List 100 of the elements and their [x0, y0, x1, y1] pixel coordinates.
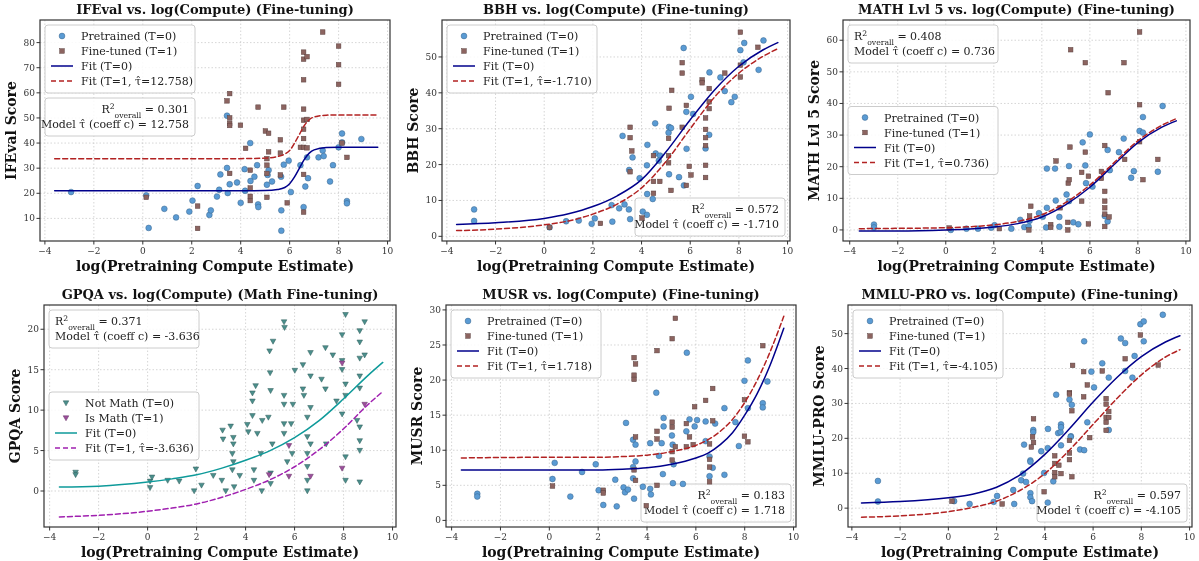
x-tick-label: 10 [381, 246, 394, 256]
y-axis-title: IFEval Score [3, 81, 19, 180]
y-tick-label: 10 [429, 445, 442, 456]
y-tick-label: 10 [831, 468, 844, 479]
x-axis-title: log(Pretraining Compute Estimate) [481, 544, 761, 560]
x-axis-title: log(Pretraining Compute Estimate) [877, 258, 1156, 274]
x-tick-label: 0 [144, 532, 151, 542]
y-tick-label: 15 [429, 410, 442, 421]
y-tick-label: 0 [33, 486, 40, 497]
y-axis-title: MUSR Score [409, 366, 425, 466]
x-tick-label: −2 [893, 532, 907, 542]
y-tick-label: 20 [429, 375, 442, 386]
x-tick-label: 10 [787, 532, 800, 542]
x-tick-label: 6 [692, 532, 699, 542]
x-tick-label: −2 [87, 246, 101, 256]
x-tick-label: −4 [38, 246, 52, 256]
annotation: R$^{2}$$_{overall}$ = 0.572 [691, 201, 779, 220]
legend-label: Fit (T=0) [81, 60, 133, 73]
y-tick-label: 10 [826, 193, 839, 204]
legend-label: Fit (T=0) [85, 427, 137, 440]
x-tick-label: 2 [188, 246, 195, 256]
x-tick-label: 2 [590, 246, 596, 256]
chart-title: GPQA vs. log(Compute) (Math Fine-tuning) [61, 287, 379, 302]
legend-label: Fine-tuned (T=1) [483, 45, 580, 58]
annotation: R$^{2}$$_{overall}$ = 0.408 [854, 28, 942, 47]
x-tick-label: 6 [286, 246, 293, 256]
y-tick-label: 0 [431, 231, 438, 242]
x-tick-label: 10 [386, 532, 399, 542]
y-tick-label: 20 [27, 324, 40, 335]
y-tick-label: 50 [425, 51, 438, 62]
legend-label: Pretrained (T=0) [487, 315, 583, 328]
x-tick-label: 4 [1041, 532, 1048, 542]
x-tick-label: −4 [845, 532, 859, 542]
y-tick-label: 10 [23, 213, 36, 224]
x-tick-label: 4 [638, 246, 645, 256]
chart-title: MATH Lvl 5 vs. log(Compute) (Fine-tuning) [858, 2, 1175, 17]
x-tick-label: 0 [945, 532, 952, 542]
legend-label: Fit (T=0) [483, 60, 535, 73]
legend-label: Fit (T=1, τ̂=-4.105) [889, 360, 998, 373]
x-tick-label: 6 [1090, 532, 1097, 542]
legend-label: Pretrained (T=0) [889, 315, 985, 328]
y-axis-title: GPQA Score [7, 368, 23, 464]
annotation: Model τ̂ (coeff c) = -1.710 [634, 218, 779, 231]
legend-label: Fine-tuned (T=1) [889, 330, 986, 343]
y-tick-label: 5 [435, 480, 442, 491]
x-tick-label: 10 [1180, 246, 1192, 256]
y-tick-label: 50 [23, 112, 36, 123]
x-tick-label: 6 [1087, 246, 1093, 256]
x-tick-label: 0 [541, 246, 548, 256]
y-tick-label: 60 [826, 35, 839, 46]
y-tick-label: 30 [826, 130, 839, 141]
legend-label: Fine-tuned (T=1) [884, 126, 981, 140]
annotation: Model τ̂ (coeff c) = -3.636 [55, 330, 200, 343]
legend-label: Fit (T=0) [884, 141, 936, 155]
x-tick-label: −4 [843, 246, 857, 256]
legend-label: Fit (T=0) [487, 345, 539, 358]
annotation: Model τ̂ (coeff c) = 0.736 [854, 45, 996, 58]
x-tick-label: −2 [91, 532, 106, 542]
chart-title: MMLU-PRO vs. log(Compute) (Fine-tuning) [861, 287, 1179, 302]
x-tick-label: −4 [42, 532, 57, 542]
annotation: Model τ̂ (coeff c) = 1.718 [643, 504, 785, 517]
x-tick-label: 8 [340, 532, 347, 542]
y-tick-label: 10 [27, 405, 40, 416]
legend-label: Pretrained (T=0) [81, 30, 177, 43]
x-tick-label: 8 [736, 246, 743, 256]
annotation: R$^{2}$$_{overall}$ = 0.301 [101, 101, 189, 120]
x-tick-label: 8 [335, 246, 342, 256]
y-tick-label: 60 [23, 87, 36, 98]
y-axis-title: MATH Lvl 5 Score [806, 59, 822, 202]
annotation: Model τ̂ (coeff c) = 12.758 [40, 118, 189, 131]
x-axis-title: log(Pretraining Compute Estimate) [476, 258, 756, 274]
legend-label: Fine-tuned (T=1) [81, 45, 178, 58]
y-tick-label: 0 [837, 503, 844, 514]
x-axis-title: log(Pretraining Compute Estimate) [75, 258, 355, 274]
x-tick-label: 4 [644, 532, 651, 542]
x-tick-label: 6 [687, 246, 694, 256]
x-tick-label: −2 [488, 246, 503, 256]
x-tick-label: 4 [242, 532, 249, 542]
legend-label: Fit (T=1, τ̂=12.758) [81, 75, 193, 88]
y-tick-label: 50 [826, 66, 839, 77]
x-tick-label: −2 [493, 532, 508, 542]
x-tick-label: −4 [440, 246, 454, 256]
y-tick-label: 40 [831, 363, 844, 374]
legend-label: Not Math (T=0) [85, 397, 175, 410]
y-tick-label: 20 [826, 161, 839, 172]
x-tick-label: 4 [237, 246, 244, 256]
annotation: R$^{2}$$_{overall}$ = 0.597 [1093, 487, 1181, 506]
y-tick-label: 30 [425, 123, 438, 134]
x-tick-label: −4 [444, 532, 459, 542]
legend-label: Fit (T=1, τ̂=-3.636) [85, 442, 194, 455]
x-tick-label: 6 [291, 532, 298, 542]
legend-label: Fit (T=1, τ̂=1.718) [487, 360, 592, 373]
x-axis-title: log(Pretraining Compute Estimate) [880, 544, 1160, 560]
x-tick-label: 2 [993, 532, 1000, 542]
legend-label: Fit (T=0) [889, 345, 941, 358]
x-tick-label: −2 [891, 246, 905, 256]
legend-label: Pretrained (T=0) [483, 30, 579, 43]
chart-title: BBH vs. log(Compute) (Fine-tuning) [483, 2, 749, 17]
y-tick-label: 20 [425, 159, 438, 170]
y-tick-label: 30 [831, 398, 844, 409]
